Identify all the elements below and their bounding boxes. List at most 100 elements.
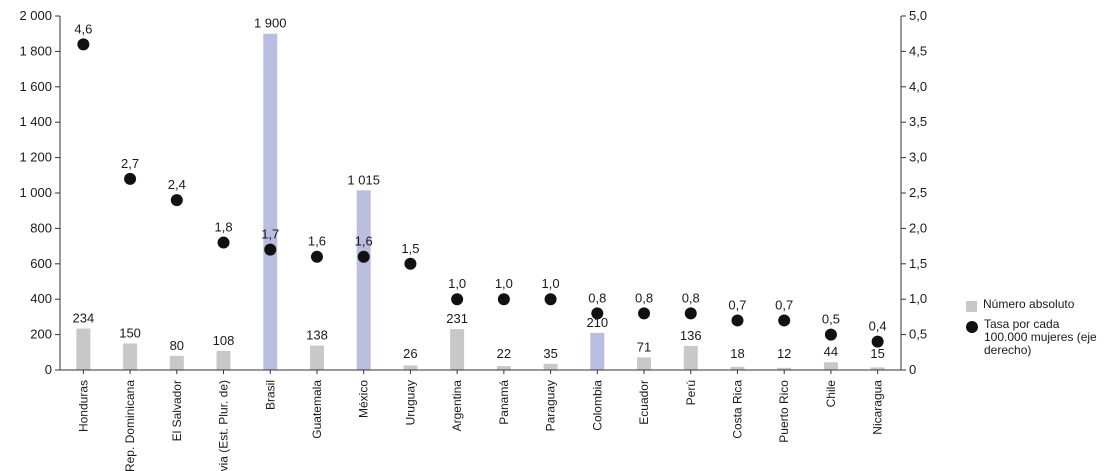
right-tick-label: 2,5 xyxy=(909,185,927,200)
dot xyxy=(778,314,791,327)
dot-value-label: 1,6 xyxy=(308,234,326,249)
category-label: El Salvador xyxy=(170,380,184,441)
legend-label-dots: Tasa por cada 100.000 mujeres (eje derec… xyxy=(984,317,1097,357)
bar xyxy=(450,329,465,370)
dot xyxy=(451,293,464,306)
right-tick-label: 0 xyxy=(909,362,916,377)
bar xyxy=(870,367,885,370)
bar-value-label: 1 900 xyxy=(254,16,287,31)
bar xyxy=(637,357,652,370)
legend-swatch-bar xyxy=(966,301,977,312)
bar-value-label: 18 xyxy=(730,346,744,361)
bar-value-label: 80 xyxy=(170,338,184,353)
bar-value-label: 26 xyxy=(403,346,417,361)
left-axis: 0 200 400 600 800 1 000 1 200 1 400 1 600 1 800 2 … xyxy=(19,8,61,377)
bar-series: 234 150 80 108 1 900 138 1 015 26 231 22 35 210 71 13… xyxy=(73,16,885,370)
dot xyxy=(731,314,744,327)
bar-value-label: 150 xyxy=(119,325,141,340)
right-tick-label: 5,0 xyxy=(909,8,927,23)
bar xyxy=(309,345,324,370)
right-tick-label: 0,5 xyxy=(909,327,927,342)
dot xyxy=(357,250,370,263)
bar xyxy=(169,355,184,370)
left-tick-label: 400 xyxy=(30,291,52,306)
category-label: Costa Rica xyxy=(730,380,744,439)
dot-value-label: 4,6 xyxy=(74,21,92,36)
right-tick-label: 1,0 xyxy=(909,291,927,306)
bar xyxy=(263,33,278,370)
bar-value-label: 71 xyxy=(637,339,651,354)
category-label: Perú xyxy=(684,380,698,405)
bar-value-label: 35 xyxy=(543,346,557,361)
dot-value-label: 0,8 xyxy=(682,290,700,305)
left-tick-label: 800 xyxy=(30,220,52,235)
left-tick-label: 2 000 xyxy=(19,8,52,23)
bar-value-label: 15 xyxy=(870,346,884,361)
dot xyxy=(310,250,323,263)
category-label: Honduras xyxy=(76,380,90,432)
bar xyxy=(76,328,91,370)
left-tick-label: 1 600 xyxy=(19,79,52,94)
dot xyxy=(497,293,510,306)
right-tick-label: 1,5 xyxy=(909,256,927,271)
category-label: Chile xyxy=(824,380,838,408)
bar xyxy=(777,367,792,370)
left-tick-label: 600 xyxy=(30,256,52,271)
legend-item-bars: Número absoluto xyxy=(966,298,1106,312)
dot xyxy=(638,307,651,320)
bar xyxy=(590,332,605,370)
dot xyxy=(264,243,277,256)
dot-value-label: 1,6 xyxy=(355,234,373,249)
dot-value-label: 1,8 xyxy=(214,220,232,235)
right-tick-label: 3,0 xyxy=(909,150,927,165)
dot-value-label: 0,7 xyxy=(728,297,746,312)
bar xyxy=(683,345,698,370)
category-axis: Honduras Rep. Dominicana El Salvador Bolivi… xyxy=(60,369,901,471)
right-tick-label: 3,5 xyxy=(909,114,927,129)
left-tick-label: 1 000 xyxy=(19,185,52,200)
dot-value-label: 1,0 xyxy=(542,276,560,291)
dot xyxy=(77,38,90,51)
category-label: Ecuador xyxy=(637,380,651,425)
dot-series: 4,6 2,7 2,4 1,8 1,7 1,6 1,6 1,5 1,0 1,0 1,0 0,8 0,8 0… xyxy=(74,21,887,348)
bar xyxy=(216,350,231,370)
category-label: Bolivia (Est. Plur. de) xyxy=(217,380,231,471)
dot-value-label: 2,7 xyxy=(121,156,139,171)
right-axis: 0 0,5 1,0 1,5 2,0 2,5 3,0 3,5 4,0 4,5 5,0 xyxy=(900,8,927,377)
category-label: Brasil xyxy=(263,380,277,410)
legend-label-bars: Número absoluto xyxy=(983,297,1075,311)
right-tick-label: 4,5 xyxy=(909,43,927,58)
bar xyxy=(403,365,418,370)
dot-value-label: 2,4 xyxy=(168,177,186,192)
bar-value-label: 12 xyxy=(777,346,791,361)
dot xyxy=(544,293,557,306)
category-label: Guatemala xyxy=(310,380,324,439)
bar-value-label: 231 xyxy=(446,311,468,326)
bar-value-label: 234 xyxy=(73,311,95,326)
bar xyxy=(356,190,371,370)
category-label: Uruguay xyxy=(403,380,417,425)
dot-value-label: 1,7 xyxy=(261,227,279,242)
dot xyxy=(591,307,604,320)
bar-value-label: 22 xyxy=(497,346,511,361)
category-label: Puerto Rico xyxy=(777,380,791,443)
dot-value-label: 0,8 xyxy=(635,290,653,305)
dot-value-label: 1,0 xyxy=(448,276,466,291)
dot xyxy=(404,257,417,270)
category-label: Colombia xyxy=(590,380,604,431)
right-tick-label: 4,0 xyxy=(909,79,927,94)
left-tick-label: 1 800 xyxy=(19,43,52,58)
category-label: Argentina xyxy=(450,380,464,432)
dot xyxy=(124,172,137,185)
bar-value-label: 1 015 xyxy=(347,172,380,187)
dot-value-label: 1,0 xyxy=(495,276,513,291)
left-tick-label: 1 200 xyxy=(19,150,52,165)
right-tick-label: 2,0 xyxy=(909,220,927,235)
legend-item-dots: Tasa por cada 100.000 mujeres (eje derec… xyxy=(966,318,1106,357)
dot-value-label: 0,5 xyxy=(822,312,840,327)
left-tick-label: 1 400 xyxy=(19,114,52,129)
category-label: Rep. Dominicana xyxy=(123,380,137,471)
dot xyxy=(170,194,183,207)
dot xyxy=(217,236,230,249)
legend: Número absoluto Tasa por cada 100.000 mu… xyxy=(966,298,1106,363)
